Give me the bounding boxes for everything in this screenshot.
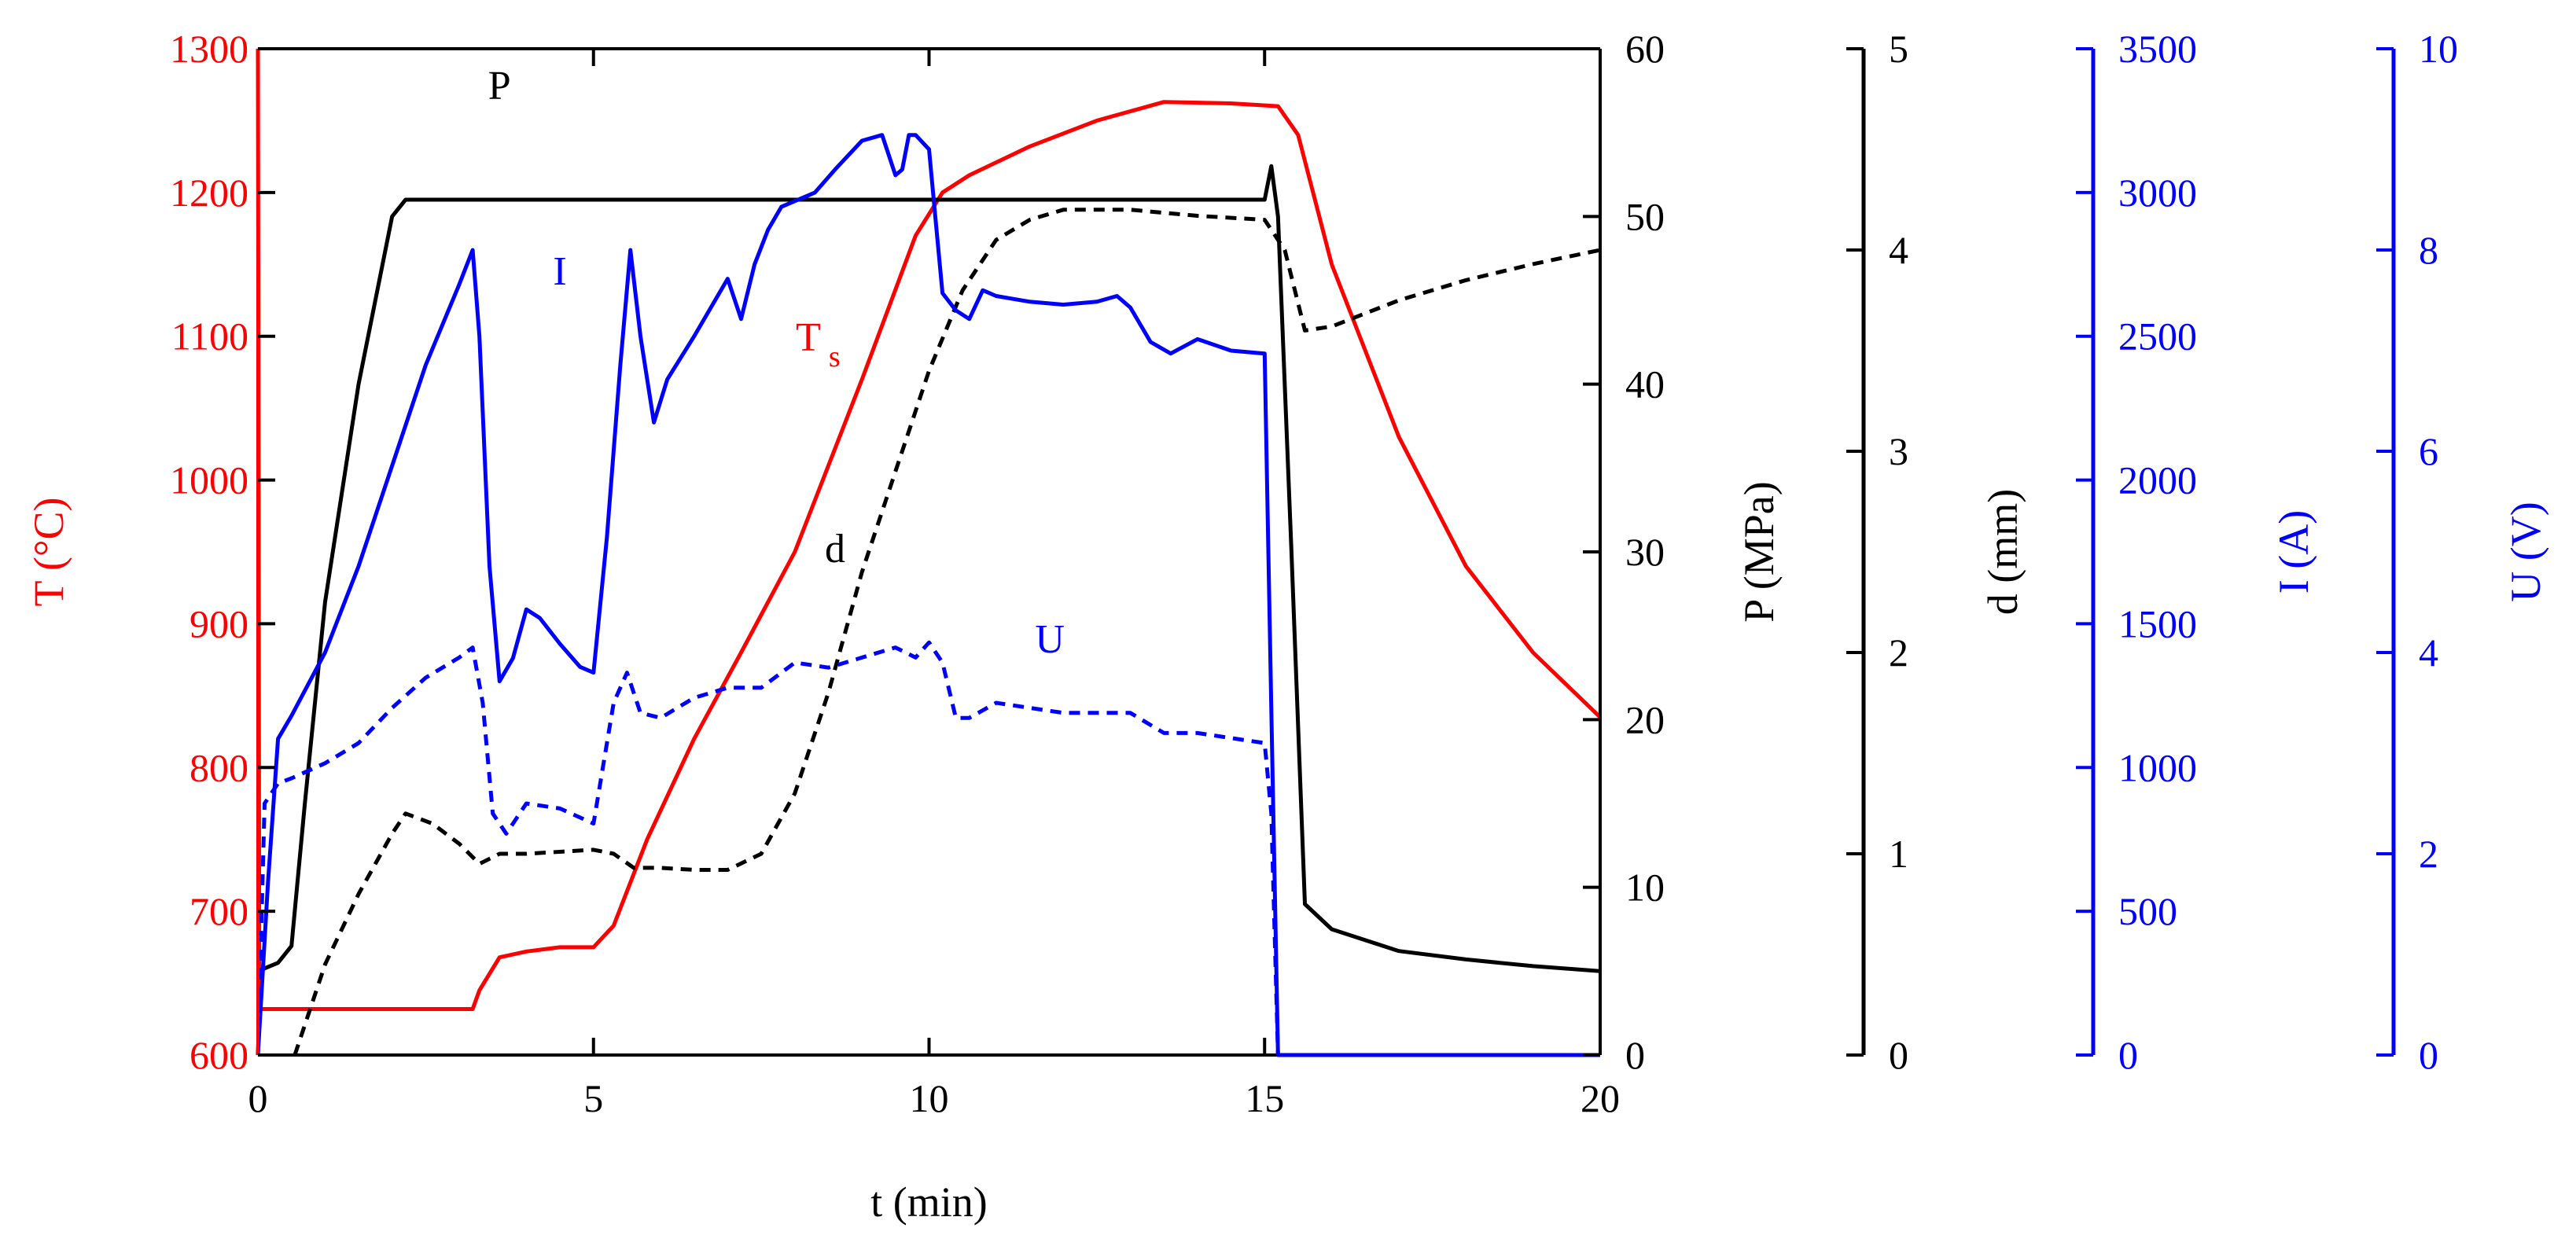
y-tick-label-I: 1500 [2118,601,2197,645]
y-tick-label-P: 20 [1625,697,1665,741]
y-tick-label-d: 5 [1889,27,1908,71]
y-axis-title-d: d (mm) [1979,489,2026,615]
x-axis-title: t (min) [870,1178,987,1226]
series-layer [256,48,1602,1057]
x-tick-label: 10 [910,1076,949,1120]
y-tick-label-U: 0 [2419,1033,2438,1077]
plot-area: 0 5 10 15 20 t (min) [248,47,1620,1226]
y-tick-label-T: 1000 [170,458,248,502]
y-tick-label-I: 2000 [2118,458,2197,502]
series-line-d [293,208,1601,1056]
y-tick-label-U: 6 [2419,429,2438,473]
y-axis-T: 600 700 800 900 1000 1100 1200 1300 T (°C) [25,27,275,1077]
series-line-Ts [256,48,1602,1011]
y-tick-label-I: 3500 [2118,27,2197,71]
series-line-U [256,640,1600,1057]
y-axis-U: 0 2 4 6 8 10 U (V) [2376,27,2549,1077]
y-tick-label-U: 2 [2419,832,2438,876]
y-tick-label-T: 800 [190,745,248,789]
y-tick-label-I: 3000 [2118,171,2197,215]
y-tick-label-I: 1000 [2118,745,2197,789]
y-tick-label-T: 1300 [170,27,248,71]
y-tick-label-T: 1100 [171,314,248,358]
y-axis-I: 0 500 1000 1500 2000 2500 3000 3500 I (A) [2076,27,2317,1077]
series-label-P: P [488,64,511,108]
y-tick-label-d: 2 [1889,631,1908,675]
x-tick-label: 0 [248,1076,268,1120]
y-tick-label-P: 50 [1625,194,1665,238]
x-tick-label: 5 [583,1076,603,1120]
series-label-U: U [1035,617,1065,662]
y-axis-title-I: I (A) [2270,510,2317,594]
series-label-Ts: T [796,315,821,360]
y-tick-label-d: 1 [1889,832,1908,876]
y-tick-label-P: 60 [1625,27,1665,71]
y-tick-label-T: 700 [190,889,248,933]
series-label-I: I [553,249,566,294]
y-axis-title-T: T (°C) [25,497,72,606]
y-axis-P: 0 10 20 30 40 50 60 P (MPa) [1583,27,1783,1077]
series-label-subscript-Ts: s [829,340,841,373]
y-tick-label-T: 900 [190,601,248,645]
x-tick-label: 15 [1245,1076,1284,1120]
y-tick-label-d: 0 [1889,1033,1908,1077]
y-tick-label-P: 30 [1625,530,1665,574]
series-line-I [256,133,1600,1057]
annotation-layer: P I T s d U [488,64,1065,662]
y-tick-label-T: 1200 [170,171,248,215]
y-tick-label-I: 0 [2118,1033,2138,1077]
y-tick-label-P: 40 [1625,362,1665,406]
y-tick-label-U: 8 [2419,228,2438,272]
y-tick-label-P: 10 [1625,866,1665,910]
y-tick-label-T: 600 [190,1033,248,1077]
series-line-P [257,164,1601,973]
y-axis-title-U: U (V) [2502,502,2549,601]
y-tick-label-I: 2500 [2118,314,2197,358]
y-tick-label-P: 0 [1625,1033,1645,1077]
y-tick-label-d: 3 [1889,429,1908,473]
x-tick-label: 20 [1581,1076,1620,1120]
y-tick-label-U: 4 [2419,631,2438,675]
y-tick-label-U: 10 [2419,27,2458,71]
y-tick-label-d: 4 [1889,228,1908,272]
y-axis-title-P: P (MPa) [1735,481,1783,623]
y-tick-label-I: 500 [2118,889,2177,933]
y-axis-d: 0 1 2 3 4 5 d (mm) [1846,27,2026,1077]
series-label-d: d [825,527,845,572]
